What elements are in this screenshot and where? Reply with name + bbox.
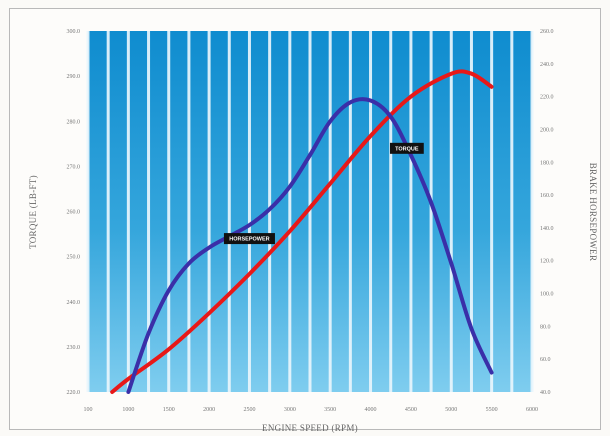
left-tick-label: 270.0 [67,164,81,170]
right-tick-label: 40.0 [540,390,551,396]
left-tick-label: 240.0 [67,300,81,306]
left-tick-label: 230.0 [67,345,81,351]
right-tick-label: 260.0 [540,29,554,35]
annotation-label: TORQUE [395,146,419,152]
x-tick-label: 3000 [284,407,296,413]
annotation-label: HORSEPOWER [229,237,269,243]
right-tick-label: 60.0 [540,357,551,363]
left-tick-label: 250.0 [67,255,81,261]
x-axis-ticks: 100 1000 1500 2000 2500 3000 3500 4000 4500 5000 5… [84,407,539,413]
right-tick-label: 180.0 [540,160,554,166]
x-tick-label: 2000 [203,407,215,413]
torque-annotation: TORQUE [389,142,424,154]
right-tick-label: 100.0 [540,292,554,298]
torque-series-line [126,97,494,394]
right-tick-label: 240.0 [540,62,554,68]
left-tick-label: 290.0 [67,74,81,80]
x-axis-title: ENGINE SPEED (RPM) [262,423,358,433]
horsepower-annotation: HORSEPOWER [223,233,275,245]
series-annotations: HORSEPOWER TORQUE [223,142,424,245]
right-tick-label: 140.0 [540,226,554,232]
x-tick-label: 100 [84,407,93,413]
right-tick-label: 220.0 [540,95,554,101]
right-axis-ticks: 40.0 60.0 80.0 100.0 120.0 140.0 160.0 180.0 200… [540,29,554,396]
left-tick-label: 280.0 [67,119,81,125]
right-axis-title: BRAKE HORSEPOWER [588,163,598,262]
x-tick-label: 6000 [526,407,538,413]
annotation-box [223,233,275,245]
x-tick-label: 3500 [324,407,336,413]
right-tick-label: 120.0 [540,259,554,265]
x-tick-label: 1500 [163,407,175,413]
left-axis-ticks: 220.0 230.0 240.0 250.0 260.0 270.0 280.0 290.0… [67,29,81,396]
right-tick-label: 200.0 [540,127,554,133]
left-tick-label: 220.0 [67,390,81,396]
left-tick-label: 260.0 [67,210,81,216]
left-axis-title: TORQUE (LB-FT) [28,175,38,249]
x-tick-label: 4500 [405,407,417,413]
x-tick-label: 4000 [365,407,377,413]
right-tick-label: 160.0 [540,193,554,199]
left-tick-label: 300.0 [67,29,81,35]
x-tick-label: 2500 [243,407,255,413]
x-tick-label: 1000 [122,407,134,413]
x-tick-label: 5000 [445,407,457,413]
right-tick-label: 80.0 [540,324,551,330]
x-tick-label: 5500 [486,407,498,413]
series-lines [110,69,494,394]
annotation-box [389,142,424,154]
horsepower-series-line [110,69,494,394]
